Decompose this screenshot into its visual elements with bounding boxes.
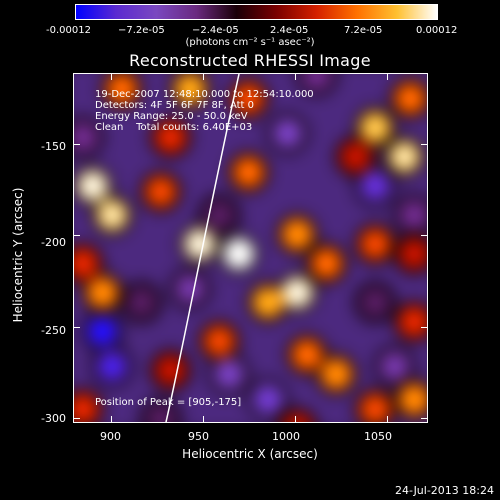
heatmap-blob-core [162, 128, 180, 146]
heatmap-blob-core [240, 90, 258, 107]
heatmap-blob-core [74, 400, 92, 418]
heatmap [74, 74, 427, 422]
heatmap-blob-core [288, 225, 306, 243]
heatmap-blob-core [132, 293, 150, 311]
heatmap-blob-core [366, 235, 384, 253]
x-tick-mark [386, 416, 388, 422]
heatmap-blob-core [259, 293, 277, 311]
colorbar-tick-label: 7.2e-05 [344, 25, 383, 36]
colorbar-tick-label: 0.00012 [416, 25, 458, 36]
heatmap-blob-core [103, 357, 121, 375]
y-tick-mark [74, 143, 80, 145]
heatmap-blob-core [405, 390, 423, 408]
heatmap-blob-core [318, 255, 335, 273]
heatmap-blob-core [230, 245, 248, 263]
y-axis-label: Heliocentric Y (arcsec) [11, 187, 25, 323]
heatmap-blob-core [279, 124, 297, 142]
heatmap-blob-core [366, 119, 384, 137]
heatmap-blob-core [395, 148, 413, 166]
heatmap-blob-core [162, 361, 180, 379]
colorbar-tick-label: −7.2e-05 [118, 25, 165, 36]
heatmap-blob-core [366, 293, 384, 311]
y-tick-label: -200 [41, 236, 66, 249]
heatmap-blob-core [113, 80, 131, 98]
heatmap-blob-core [84, 177, 102, 195]
annotation-peak-position: Position of Peak = [905,-175] [95, 397, 242, 408]
x-tick-mark [202, 74, 204, 80]
solar-limb-line [165, 74, 240, 422]
heatmap-blob-core [74, 255, 92, 273]
plot-timestamp: 24-Jul-2013 18:24 [394, 484, 494, 497]
heatmap-blob-core [240, 163, 258, 181]
heatmap-blob-core [181, 80, 199, 98]
annotation-clean-counts: Clean Total counts: 6.40E+03 [95, 122, 253, 133]
heatmap-blob-core [405, 206, 423, 224]
heatmap-blob-core [298, 346, 316, 364]
annotation-energy-range: Energy Range: 25.0 - 50.0 keV [95, 111, 248, 122]
heatmap-blob-core [93, 323, 111, 340]
solar-limb-overlay [165, 74, 240, 422]
heatmap-blob-core [347, 148, 365, 166]
heatmap-blob-core [210, 206, 228, 224]
heatmap-blob-core [401, 90, 419, 107]
y-tick-mark [74, 418, 80, 420]
heatmap-blob-core [386, 357, 404, 375]
y-tick-label: -300 [41, 412, 66, 425]
heatmap-blob-core [152, 183, 170, 201]
colorbar-tick-label: −2.4e-05 [192, 25, 239, 36]
colorbar [75, 4, 438, 20]
y-tick-mark [421, 418, 427, 420]
chart-title: Reconstructed RHESSI Image [129, 51, 371, 70]
x-tick-mark [386, 74, 388, 80]
y-tick-mark [421, 326, 427, 328]
heatmap-blob-core [405, 245, 423, 263]
heatmap-blob [282, 412, 312, 422]
y-tick-label: -150 [41, 140, 66, 153]
heatmap-blob-core [74, 128, 92, 146]
heatmap-blob-core [291, 420, 303, 422]
x-axis-label: Heliocentric X (arcsec) [182, 447, 318, 461]
heatmap-blob-core [366, 400, 384, 418]
heatmap-blob-core [308, 74, 326, 84]
heatmap-blob-core [152, 410, 170, 422]
y-tick-mark [421, 143, 427, 145]
x-tick-label: 1000 [272, 430, 300, 443]
x-tick-mark [110, 74, 112, 80]
heatmap-blob-core [327, 365, 345, 383]
heatmap-blob-core [259, 390, 277, 408]
x-tick-mark [294, 416, 296, 422]
heatmap-blob-core [405, 313, 423, 331]
y-tick-mark [421, 235, 427, 237]
annotation-detectors: Detectors: 4F 5F 6F 7F 8F, Att 0 [95, 100, 255, 111]
x-tick-label: 900 [100, 430, 121, 443]
heatmap-blob-core [93, 284, 111, 302]
x-tick-label: 1050 [364, 430, 392, 443]
heatmap-blob-core [366, 177, 384, 195]
x-tick-mark [110, 416, 112, 422]
colorbar-tick-label: -0.00012 [46, 25, 91, 36]
y-tick-label: -250 [41, 324, 66, 337]
x-tick-mark [202, 416, 204, 422]
x-tick-label: 950 [188, 430, 209, 443]
colorbar-tick-label: 2.4e-05 [270, 25, 309, 36]
heatmap-blob-core [288, 284, 306, 302]
y-tick-mark [74, 326, 80, 328]
plot-area [73, 73, 428, 423]
colorbar-units: (photons cm⁻² s⁻¹ asec⁻²) [185, 37, 315, 48]
heatmap-blob-core [210, 332, 228, 350]
heatmap-blob-core [103, 206, 121, 224]
y-tick-mark [74, 235, 80, 237]
heatmap-blob-core [220, 365, 238, 383]
annotation-time-range: 19-Dec-2007 12:48:10.000 to 12:54:10.000 [95, 89, 314, 100]
x-tick-mark [294, 74, 296, 80]
